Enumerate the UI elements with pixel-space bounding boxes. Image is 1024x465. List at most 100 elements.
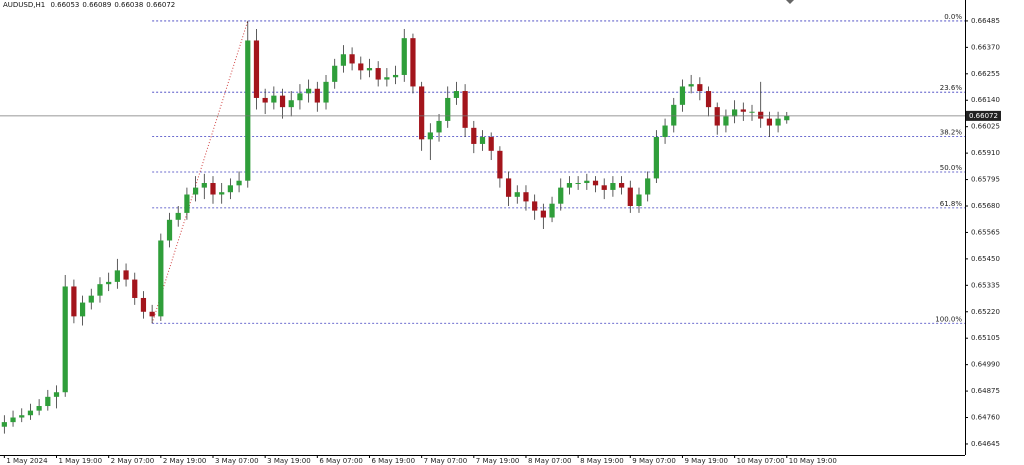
candle-body: [488, 137, 494, 151]
candle-body: [340, 54, 347, 66]
candle-body: [53, 392, 60, 397]
candle-body: [662, 125, 668, 138]
x-tick-label: 7 May 19:00: [476, 457, 520, 465]
candle-body: [271, 95, 277, 103]
candle-body: [688, 84, 694, 87]
candle-body: [314, 88, 320, 103]
candle-body: [375, 68, 381, 80]
y-tick-label: 0.65220: [971, 308, 1000, 316]
y-tick-label: 0.66025: [971, 123, 1000, 131]
candle-body: [149, 311, 155, 317]
candle-body: [184, 194, 190, 213]
candle-body: [193, 187, 199, 195]
candle-body: [758, 111, 764, 119]
candle-body: [262, 97, 268, 103]
candle-body: [175, 212, 181, 220]
fib-label: 0.0%: [944, 13, 962, 21]
y-tick-label: 0.65910: [971, 149, 1000, 157]
candle-body: [601, 185, 607, 190]
candle-body: [79, 302, 86, 317]
candle-body: [410, 38, 416, 87]
candle-body: [236, 180, 242, 186]
candle-body: [697, 84, 703, 92]
candle-body: [775, 118, 781, 126]
candle-body: [723, 116, 729, 126]
candle-body: [349, 54, 355, 64]
header-open: 0.66053: [50, 1, 80, 9]
candle-body: [549, 203, 555, 218]
candle-body: [523, 192, 529, 202]
candle-body: [1, 422, 7, 427]
candle-body: [106, 281, 112, 285]
candle-body: [45, 396, 51, 407]
candle-body: [10, 417, 16, 423]
x-tick-label: 1 May 19:00: [59, 457, 103, 465]
candle-body: [288, 100, 294, 108]
candle-body: [566, 183, 573, 188]
candle-body: [210, 183, 216, 195]
y-tick-label: 0.66255: [971, 70, 1000, 78]
candle-body: [323, 81, 329, 103]
candle-body: [384, 77, 390, 80]
header-close: 0.66072: [146, 1, 176, 9]
x-tick-label: 8 May 07:00: [528, 457, 572, 465]
candle-body: [97, 284, 103, 296]
candle-body: [62, 286, 68, 393]
candle-body: [732, 109, 738, 117]
current-price-label: 0.66072: [969, 112, 998, 120]
x-tick-label: 2 May 19:00: [163, 457, 207, 465]
candle-body: [158, 240, 164, 317]
candle-body: [114, 270, 120, 282]
header-high: 0.66089: [82, 1, 112, 9]
candle-body: [227, 185, 233, 193]
y-tick-label: 0.66370: [971, 43, 1000, 51]
x-tick-label: 7 May 07:00: [424, 457, 468, 465]
x-tick-label: 1 May 2024: [6, 457, 48, 465]
chart-header: AUDUSD,H1 0.66053 0.66089 0.66038 0.66072: [3, 1, 178, 9]
fib-label: 50.0%: [940, 164, 963, 172]
candle-body: [627, 187, 633, 207]
candle-body: [332, 65, 338, 82]
y-tick-label: 0.65105: [971, 334, 1000, 342]
candle-body: [705, 91, 712, 108]
candle-body: [453, 91, 460, 98]
candle-body: [645, 178, 651, 195]
candle-body: [471, 127, 477, 144]
candle-body: [671, 104, 677, 126]
candle-body: [219, 192, 225, 195]
candle-body: [245, 40, 251, 181]
candle-body: [19, 415, 25, 418]
y-tick-label: 0.64990: [971, 361, 1000, 369]
candle-body: [618, 183, 625, 188]
y-tick-label: 0.64760: [971, 414, 1000, 422]
candle-body: [610, 183, 616, 190]
y-tick-label: 0.64645: [971, 440, 1000, 448]
fib-label: 38.2%: [940, 128, 963, 136]
candle-body: [679, 86, 686, 105]
candle-body: [253, 40, 260, 98]
x-tick-label: 3 May 19:00: [267, 457, 311, 465]
x-tick-label: 6 May 07:00: [319, 457, 363, 465]
x-tick-label: 8 May 19:00: [580, 457, 624, 465]
candle-body: [505, 178, 512, 197]
candle-body: [714, 107, 720, 126]
candle-body: [297, 93, 303, 101]
x-tick-label: 10 May 19:00: [789, 457, 837, 465]
candle-body: [366, 68, 373, 71]
candle-body: [784, 115, 790, 121]
y-tick-label: 0.65795: [971, 176, 1000, 184]
x-tick-label: 9 May 07:00: [632, 457, 676, 465]
candle-body: [766, 118, 772, 126]
y-tick-label: 0.65680: [971, 202, 1000, 210]
y-tick-label: 0.66140: [971, 96, 1000, 104]
candle-body: [584, 180, 590, 184]
candle-body: [436, 120, 442, 133]
candle-body: [123, 270, 129, 280]
x-tick-label: 6 May 19:00: [371, 457, 415, 465]
header-low: 0.66038: [114, 1, 144, 9]
candle-body: [653, 137, 659, 179]
candle-body: [201, 183, 207, 188]
y-tick-label: 0.64875: [971, 387, 1000, 395]
candle-body: [279, 95, 286, 108]
